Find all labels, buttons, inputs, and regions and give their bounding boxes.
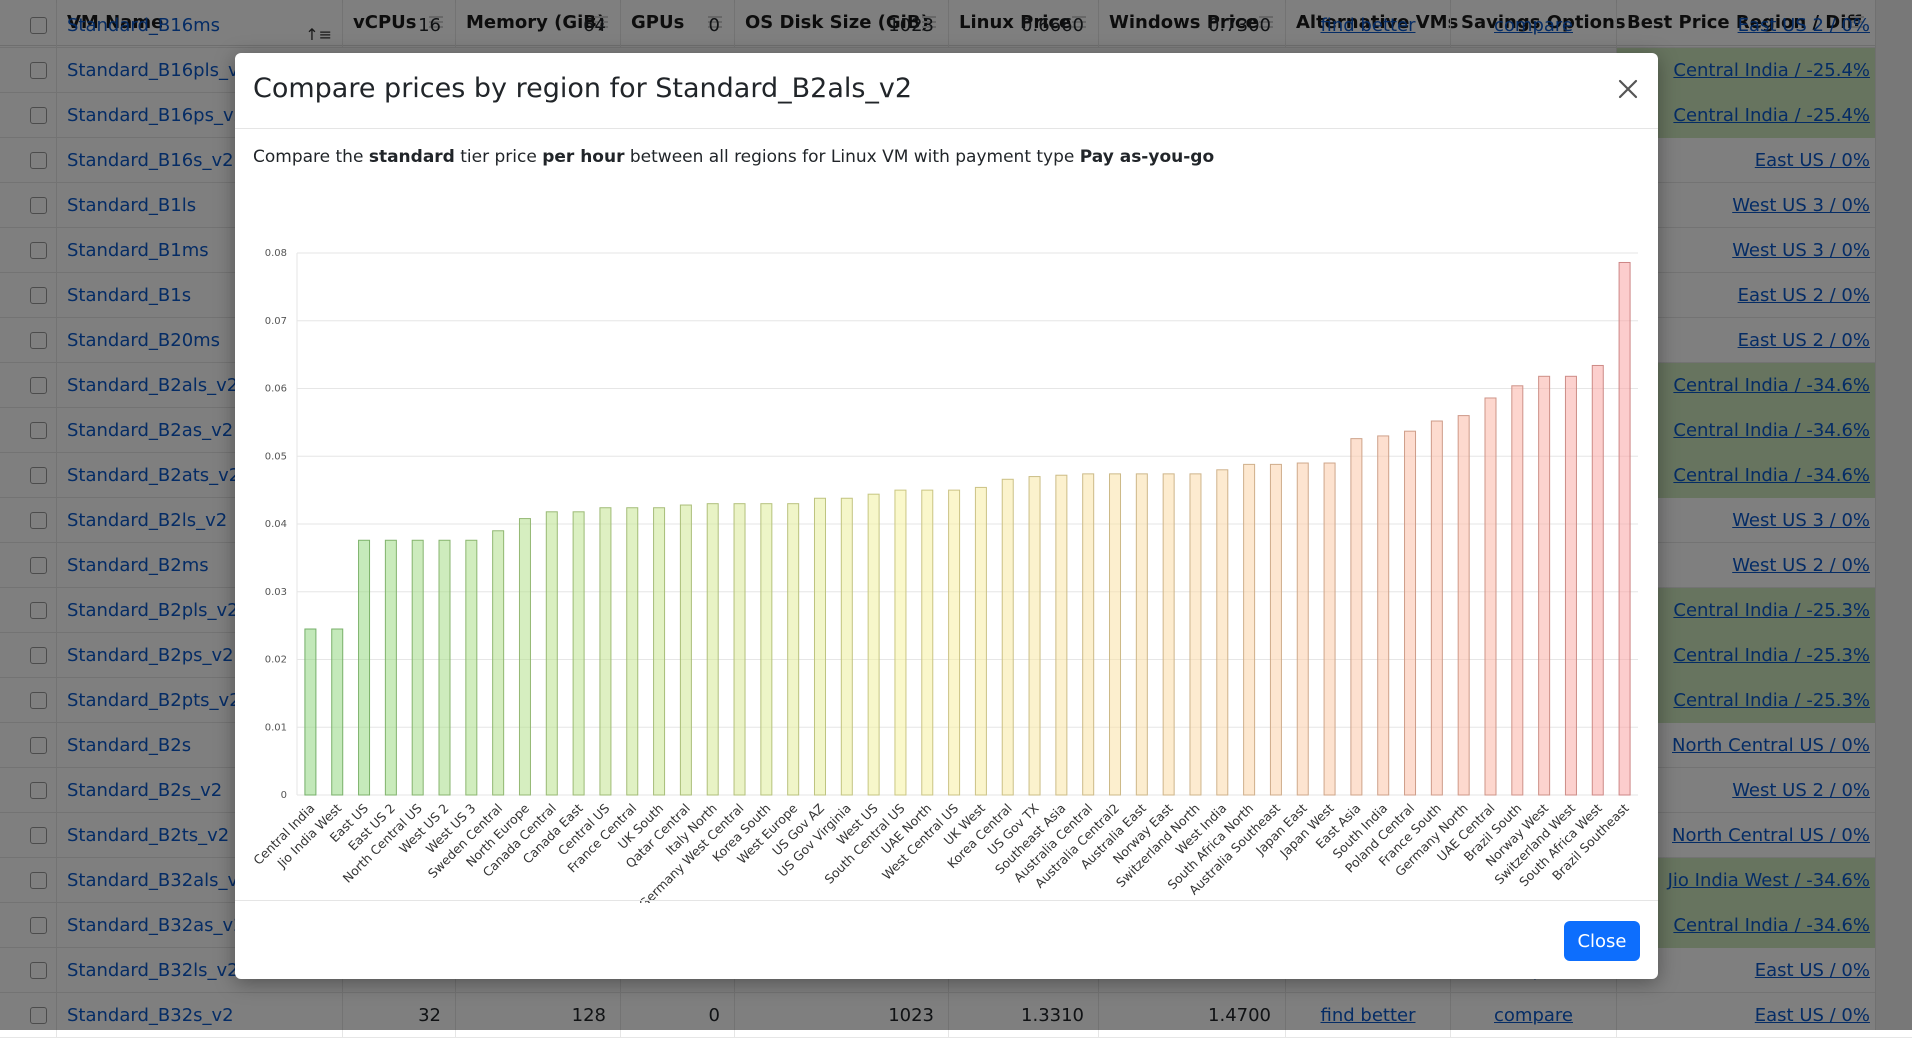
modal-header: Compare prices by region for Standard_B2… (235, 53, 1658, 129)
bar[interactable] (465, 539, 478, 796)
bar[interactable] (1618, 261, 1631, 796)
bar[interactable] (384, 539, 397, 796)
bar[interactable] (358, 539, 371, 796)
bar[interactable] (572, 511, 585, 796)
modal-footer: Close (235, 900, 1658, 980)
bar[interactable] (1109, 473, 1122, 796)
bar[interactable] (733, 503, 746, 796)
y-tick-label: 0.05 (265, 451, 287, 462)
y-tick-label: 0.01 (265, 722, 287, 733)
bar[interactable] (518, 518, 531, 796)
y-tick-label: 0 (281, 790, 287, 801)
bar[interactable] (1269, 463, 1282, 796)
bar[interactable] (760, 503, 773, 796)
bar[interactable] (1162, 473, 1175, 796)
bar[interactable] (1511, 385, 1524, 796)
bar[interactable] (921, 489, 934, 796)
desc-unit: per hour (542, 147, 625, 167)
y-tick-label: 0.07 (265, 316, 287, 327)
bar[interactable] (1296, 462, 1309, 796)
bar[interactable] (1591, 364, 1604, 796)
bar[interactable] (1564, 375, 1577, 796)
y-tick-label: 0.08 (265, 248, 287, 259)
desc-payment-type: Pay as-you-go (1079, 147, 1215, 167)
bar[interactable] (653, 507, 666, 796)
bar[interactable] (813, 497, 826, 796)
desc-text: tier price (454, 147, 543, 167)
bar[interactable] (1538, 375, 1551, 796)
desc-text: between all regions for Linux VM with pa… (624, 147, 1080, 167)
bar[interactable] (331, 628, 344, 796)
bar[interactable] (1243, 463, 1256, 796)
bar[interactable] (1135, 473, 1148, 796)
y-tick-label: 0.04 (265, 519, 287, 530)
compare-prices-modal: Compare prices by region for Standard_B2… (235, 53, 1658, 979)
bar[interactable] (1484, 397, 1497, 796)
bar[interactable] (867, 493, 880, 796)
bar[interactable] (974, 486, 987, 796)
bar[interactable] (1323, 462, 1336, 796)
bar[interactable] (948, 489, 961, 796)
close-button[interactable]: Close (1564, 921, 1640, 961)
y-tick-label: 0.02 (265, 655, 287, 666)
bar[interactable] (599, 507, 612, 796)
bar[interactable] (1001, 478, 1014, 796)
bar[interactable] (787, 503, 800, 796)
desc-text: Compare the (253, 147, 369, 167)
desc-tier: standard (368, 147, 455, 167)
region-price-bar-chart: 00.010.020.030.040.050.060.070.08Central… (250, 248, 1638, 903)
bar[interactable] (1377, 435, 1390, 796)
bar[interactable] (492, 530, 505, 796)
bar[interactable] (1082, 473, 1095, 796)
bar[interactable] (840, 497, 853, 796)
bar[interactable] (706, 503, 719, 796)
bar[interactable] (1028, 476, 1041, 796)
bar[interactable] (1216, 469, 1229, 796)
bar[interactable] (438, 539, 451, 796)
y-tick-label: 0.06 (265, 384, 287, 395)
bar[interactable] (304, 628, 317, 796)
bar[interactable] (545, 511, 558, 796)
bar[interactable] (626, 507, 639, 796)
bar[interactable] (1457, 415, 1470, 796)
bar[interactable] (411, 539, 424, 796)
bar[interactable] (679, 504, 692, 796)
modal-description: Compare the standard tier price per hour… (253, 147, 1214, 167)
bar[interactable] (1404, 430, 1417, 796)
y-tick-label: 0.03 (265, 587, 287, 598)
close-icon[interactable] (1612, 73, 1644, 105)
modal-title: Compare prices by region for Standard_B2… (253, 73, 913, 104)
bar[interactable] (1430, 420, 1443, 796)
bar[interactable] (894, 489, 907, 796)
bar[interactable] (1350, 438, 1363, 796)
bar[interactable] (1055, 474, 1068, 796)
bar[interactable] (1189, 473, 1202, 796)
